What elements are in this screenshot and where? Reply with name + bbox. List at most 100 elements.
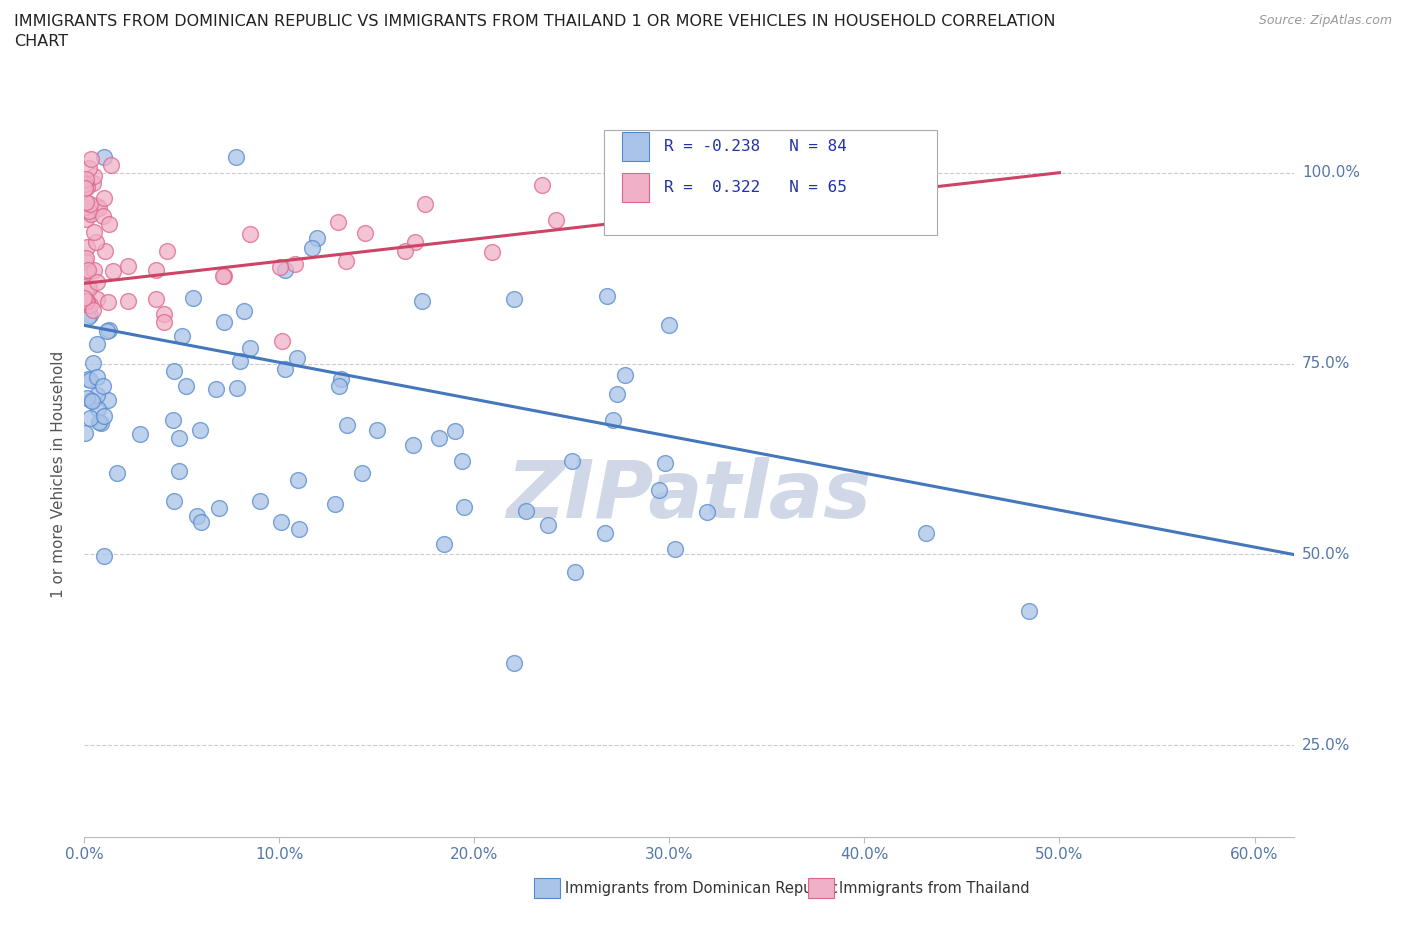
Point [350, 466, 373, 481]
Point [190, 514, 212, 529]
Point [595, 525, 617, 540]
Point [602, 413, 624, 428]
Point [269, 259, 291, 274]
Point [654, 455, 676, 470]
Point [212, 269, 235, 284]
Point [75, 194, 97, 209]
Point [433, 537, 456, 551]
Point [77, 160, 100, 175]
Point [79, 392, 101, 407]
Point [450, 454, 472, 469]
Point [117, 259, 139, 273]
Point [271, 333, 294, 348]
Point [163, 494, 186, 509]
Point [226, 380, 249, 395]
FancyBboxPatch shape [605, 130, 936, 235]
Point [208, 500, 231, 515]
Point [76, 310, 98, 325]
Text: Source: ZipAtlas.com: Source: ZipAtlas.com [1258, 14, 1392, 27]
Text: 25.0%: 25.0% [1302, 737, 1350, 753]
Point [77, 204, 100, 219]
Point [91, 208, 114, 223]
Point [564, 565, 586, 579]
Point [658, 317, 681, 332]
Y-axis label: 1 or more Vehicles in Household: 1 or more Vehicles in Household [51, 351, 66, 598]
Point [444, 423, 467, 438]
Point [75, 294, 97, 309]
Point [596, 288, 619, 303]
Point [354, 225, 377, 240]
Point [75, 177, 97, 192]
Point [80, 393, 103, 408]
Point [328, 379, 350, 393]
Point [225, 150, 247, 165]
Point [163, 363, 186, 378]
Point [128, 427, 150, 442]
Point [86, 369, 108, 384]
Point [162, 412, 184, 427]
Text: 50.0%: 50.0% [1302, 547, 1350, 562]
Point [402, 437, 425, 452]
Point [186, 508, 208, 523]
Point [273, 362, 295, 377]
Point [212, 315, 235, 330]
Point [658, 174, 681, 189]
Point [98, 323, 121, 338]
Point [183, 291, 205, 306]
Point [79, 411, 101, 426]
Point [249, 494, 271, 509]
Point [696, 505, 718, 520]
Point [453, 499, 475, 514]
Point [96, 324, 118, 339]
Point [80, 152, 103, 166]
Point [394, 244, 416, 259]
Point [83, 224, 105, 239]
Point [915, 525, 938, 540]
Point [174, 379, 197, 393]
Point [502, 291, 524, 306]
Point [411, 294, 433, 309]
Point [79, 307, 101, 322]
Text: ZIPatlas: ZIPatlas [506, 457, 872, 535]
Point [561, 454, 583, 469]
Point [75, 211, 97, 226]
Point [76, 371, 98, 386]
Point [188, 422, 211, 437]
Text: R = -0.238   N = 84: R = -0.238 N = 84 [664, 139, 846, 154]
Point [614, 367, 637, 382]
Point [100, 157, 122, 172]
Point [287, 472, 309, 487]
Point [93, 408, 115, 423]
Point [76, 179, 98, 194]
Point [745, 190, 768, 205]
Point [83, 169, 105, 184]
Point [546, 213, 568, 228]
Point [284, 257, 307, 272]
Point [79, 196, 101, 211]
Point [75, 172, 97, 187]
Point [76, 391, 98, 405]
Point [326, 214, 349, 229]
Point [79, 372, 101, 387]
Point [91, 379, 114, 393]
Point [86, 198, 108, 213]
Point [152, 307, 174, 322]
Point [270, 514, 292, 529]
Text: Immigrants from Thailand: Immigrants from Thailand [839, 881, 1031, 896]
Point [76, 293, 98, 308]
Point [288, 522, 311, 537]
Point [105, 465, 128, 480]
Point [274, 262, 297, 277]
Point [1018, 604, 1040, 618]
Point [73, 253, 96, 268]
Point [211, 268, 233, 283]
Point [481, 245, 503, 259]
Text: Immigrants from Dominican Republic: Immigrants from Dominican Republic [565, 881, 838, 896]
Point [84, 234, 107, 249]
Point [169, 430, 191, 445]
Point [153, 314, 176, 329]
Point [73, 180, 96, 195]
Point [664, 541, 686, 556]
Point [87, 200, 110, 215]
Point [87, 415, 110, 430]
